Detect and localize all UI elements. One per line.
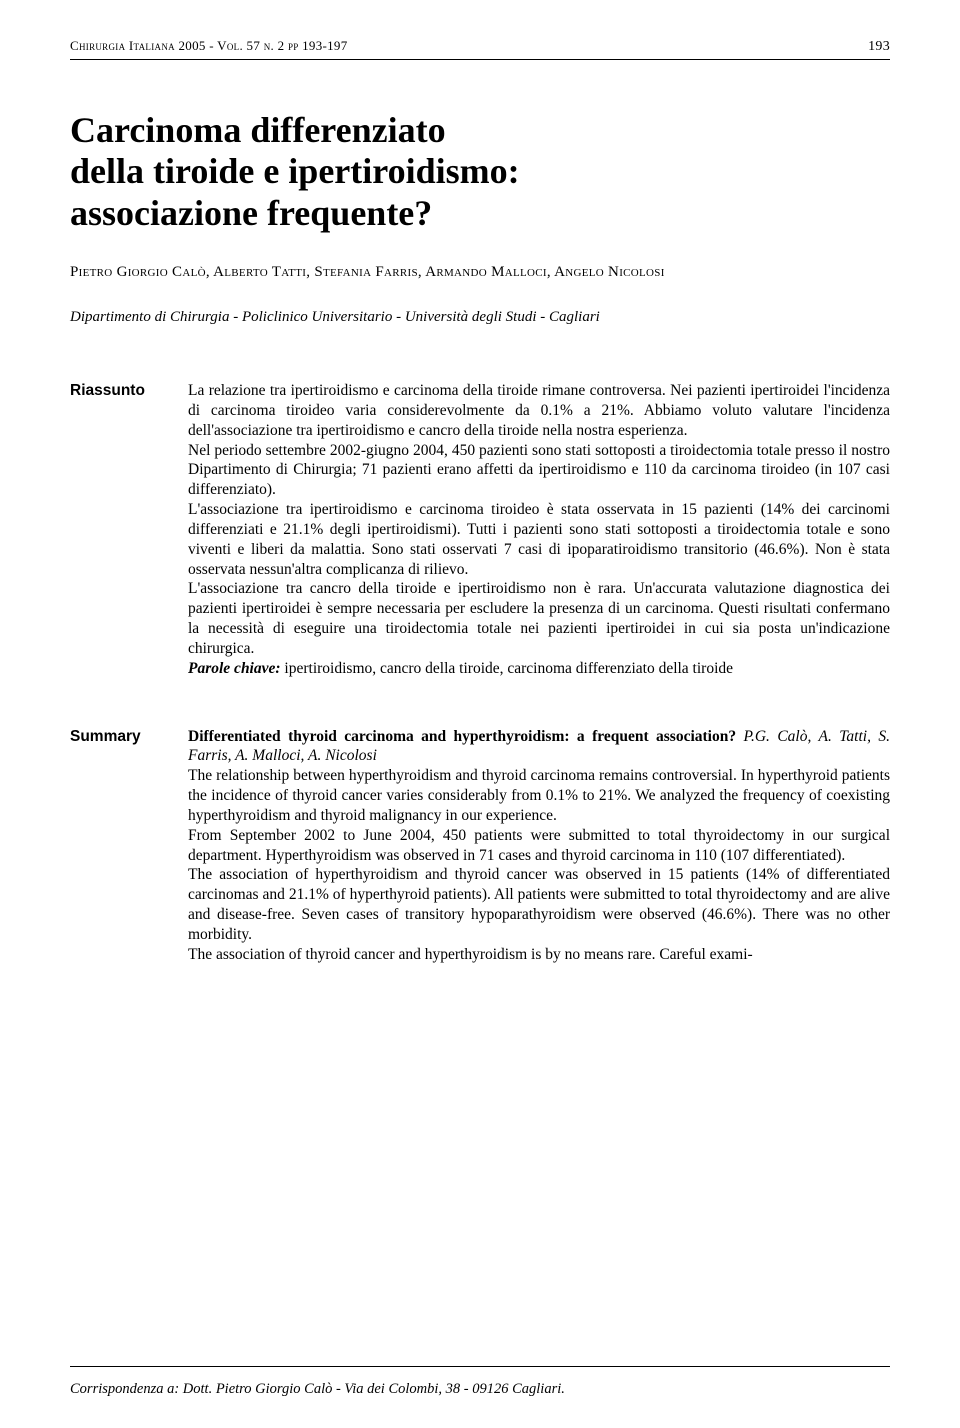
page-number: 193 [868,39,890,55]
affiliation: Dipartimento di Chirurgia - Policlinico … [70,309,890,326]
keywords-text: ipertiroidismo, cancro della tiroide, ca… [281,660,733,677]
summary-heading-line: Differentiated thyroid carcinoma and hyp… [188,727,890,767]
riassunto-p3: L'associazione tra ipertiroidismo e carc… [188,500,890,579]
footer-rule [70,1366,890,1367]
summary-p2: From September 2002 to June 2004, 450 pa… [188,826,890,866]
title-line-1: Carcinoma differenziato [70,110,446,150]
article-title: Carcinoma differenziato della tiroide e … [70,110,890,234]
summary-p4: The association of thyroid cancer and hy… [188,945,890,965]
riassunto-body: La relazione tra ipertiroidismo e carcin… [188,381,890,678]
correspondence-address: Corrispondenza a: Dott. Pietro Giorgio C… [70,1381,890,1398]
summary-p3: The association of hyperthyroidism and t… [188,865,890,944]
summary-section: Summary Differentiated thyroid carcinoma… [70,727,890,965]
title-line-3: associazione frequente? [70,193,432,233]
title-line-2: della tiroide e ipertiroidismo: [70,151,520,191]
riassunto-p2: Nel periodo settembre 2002-giugno 2004, … [188,441,890,500]
summary-p1: The relationship between hyperthyroidism… [188,766,890,825]
riassunto-section: Riassunto La relazione tra ipertiroidism… [70,381,890,678]
summary-body: Differentiated thyroid carcinoma and hyp… [188,727,890,965]
author-list: Pietro Giorgio Calò, Alberto Tatti, Stef… [70,264,890,281]
riassunto-p4: L'associazione tra cancro della tiroide … [188,579,890,658]
running-header: Chirurgia Italiana 2005 - Vol. 57 n. 2 p… [70,38,890,55]
summary-title: Differentiated thyroid carcinoma and hyp… [188,728,736,745]
page-footer: Corrispondenza a: Dott. Pietro Giorgio C… [70,1366,890,1398]
summary-label: Summary [70,727,188,965]
riassunto-p1: La relazione tra ipertiroidismo e carcin… [188,381,890,440]
journal-citation: Chirurgia Italiana 2005 - Vol. 57 n. 2 p… [70,38,348,54]
header-rule [70,59,890,60]
riassunto-label: Riassunto [70,381,188,678]
keywords-label: Parole chiave: [188,660,281,677]
riassunto-keywords: Parole chiave: ipertiroidismo, cancro de… [188,659,890,679]
